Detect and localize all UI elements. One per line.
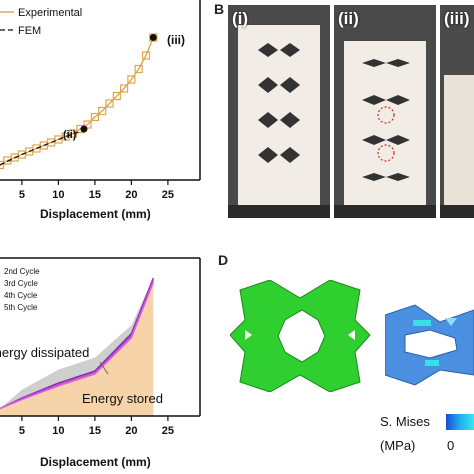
panel-a-xtick-label: 10 (52, 189, 64, 201)
panel-a-marker-iii-label: (iii) (167, 33, 185, 47)
photo-iii: (iii) (440, 5, 474, 218)
fem-undeformed-model (230, 280, 371, 392)
panel-c-xtick-label: 20 (125, 425, 137, 437)
panel-a-point-experimental (141, 51, 151, 60)
panel-a-chart: 5 10 15 20 25 Experimental FEM Displacement … (0, 0, 201, 221)
panel-c-xtick-label: 5 (19, 425, 25, 437)
panel-a-xtick-label: 25 (162, 189, 174, 201)
panel-c-xtick-label: 10 (52, 425, 64, 437)
panel-a-line-experimental (0, 37, 154, 166)
colorbar-label-mpa: (MPa) (380, 438, 415, 453)
panel-d-letter: D (218, 252, 229, 268)
panel-a-marker-dot (149, 34, 157, 41)
photo-iii-label: (iii) (444, 9, 470, 28)
lattice-specimen-ii-image (334, 5, 436, 218)
panel-a-point-experimental (98, 106, 107, 116)
panel-a-point-experimental (127, 75, 136, 84)
panel-c-dissipated-fill (0, 278, 154, 409)
panel-a-point-experimental (105, 99, 114, 108)
panel-a-legend-fem: FEM (18, 25, 41, 37)
panel-a-point-experimental (112, 91, 121, 101)
photo-i-label: (i) (232, 9, 249, 28)
panel-a-point-experimental (83, 120, 92, 129)
panel-a-point-experimental (134, 64, 143, 74)
panel-c-annotation-stored: Energy stored (82, 391, 163, 406)
panel-a-marker-dot (80, 125, 88, 133)
panel-a-line-fem (0, 128, 88, 166)
lattice-specimen-iii-image (440, 5, 474, 218)
panel-a-point-experimental (119, 84, 129, 93)
photo-i: (i) (228, 5, 330, 218)
panel-c-stored-fill (0, 278, 154, 416)
panel-a-point-experimental (0, 160, 5, 170)
lattice-specimen-i-image (228, 5, 330, 218)
panel-a-point-experimental (90, 112, 100, 122)
panel-b-letter: B (214, 1, 225, 17)
panel-a-legend-experimental: Experimental (18, 7, 82, 19)
panel-c-legend-5th: 5th Cycle (4, 303, 38, 312)
panel-c-x-ticks: 5 10 15 20 25 (19, 416, 174, 437)
panel-a-xtick-label: 5 (19, 189, 25, 201)
panel-c-legend-3rd: 3rd Cycle (4, 279, 38, 288)
panel-c-xtick-label: 25 (162, 425, 174, 437)
panel-a-x-ticks: 5 10 15 20 25 (19, 180, 174, 201)
colorbar-label-smises: S. Mises (380, 414, 430, 429)
panel-a-series (0, 29, 158, 170)
panel-c-energy-stored-area (0, 278, 154, 416)
panel-c-xtick-label: 15 (89, 425, 101, 437)
panel-c-annotation-dissipated: Energy dissipated (0, 345, 89, 360)
photo-ii: (ii) (334, 5, 436, 218)
colorbar-zero: 0 (447, 438, 454, 453)
panel-a-point-experimental (68, 129, 78, 138)
panel-c-chart: 5 10 15 20 25 2nd Cycle 3rd Cycle 4th Cycle … (0, 257, 201, 469)
fem-colorbar: S. Mises (MPa) 0 (380, 414, 474, 453)
panel-c-series (0, 277, 154, 410)
fem-deformed-stress-model (385, 304, 474, 386)
panel-c-xlabel: Displacement (mm) (40, 455, 151, 469)
panel-c-legend-2nd: 2nd Cycle (4, 267, 40, 276)
panel-a-xtick-label: 15 (89, 189, 101, 201)
panel-c-line-cycle (0, 282, 154, 410)
panel-c-legend-4th: 4th Cycle (4, 291, 38, 300)
panel-a-xlabel: Displacement (mm) (40, 207, 151, 221)
panel-a-marker-ii-label: (ii) (63, 129, 77, 141)
panel-a-xtick-label: 20 (125, 189, 137, 201)
photo-ii-label: (ii) (338, 9, 359, 28)
